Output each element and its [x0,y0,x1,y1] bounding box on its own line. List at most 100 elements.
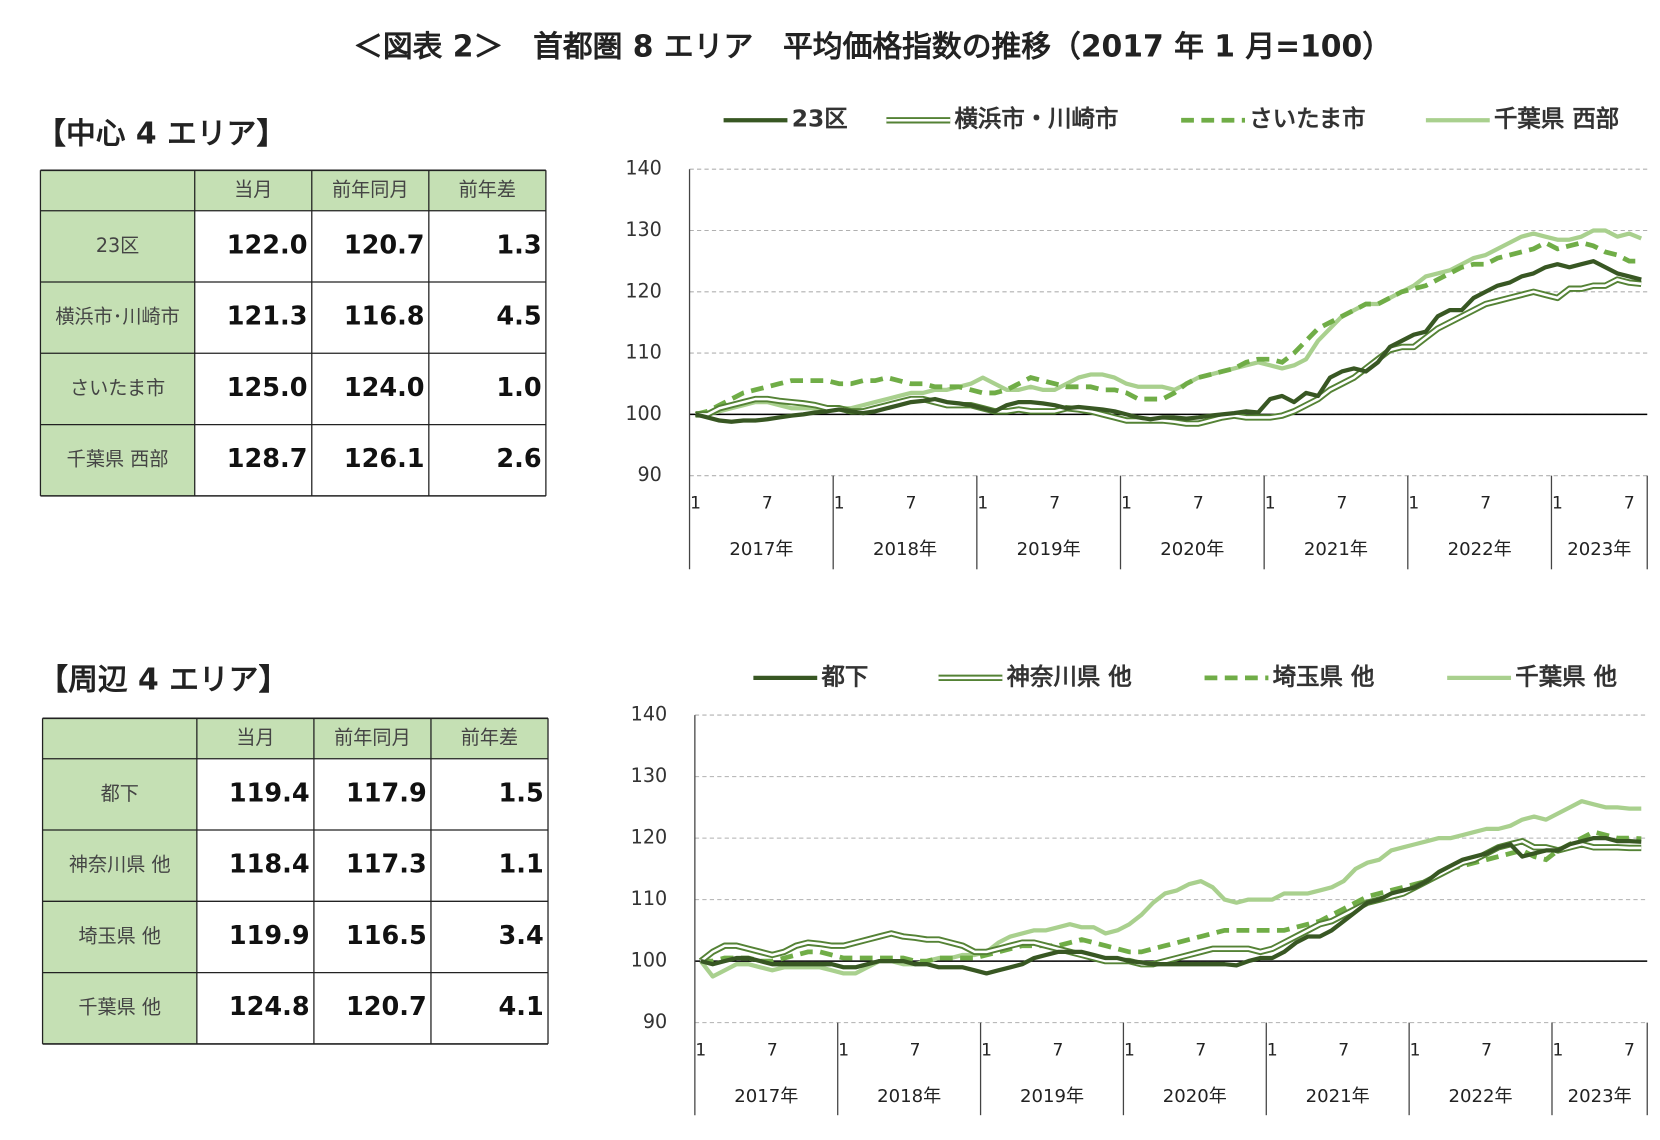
year-label: 2019年 [1020,1086,1084,1107]
x-tick-label: 7 [1337,493,1348,513]
year-label: 2019年 [1017,539,1081,560]
table-column-header: 当月 [236,726,274,749]
x-tick-label: 7 [1338,1040,1349,1060]
x-tick-label: 1 [1552,493,1563,513]
x-tick-label: 7 [910,1040,921,1060]
x-tick-label: 7 [1053,1040,1064,1060]
x-tick-label: 7 [762,493,773,513]
y-tick-label: 120 [631,826,668,849]
x-tick-label: 7 [1193,493,1204,513]
line [695,228,1643,417]
x-tick-label: 1 [981,1040,992,1060]
legend-label: 千葉県 西部 [1494,105,1619,133]
line [699,799,1642,979]
table-cell: 1.1 [499,850,544,880]
y-tick-label: 100 [631,949,668,972]
line-inner [695,278,1642,425]
table-rowhead-bg [42,718,197,1044]
table-cell: 116.5 [346,921,427,951]
table-cell: 2.6 [496,444,541,474]
x-tick-label: 7 [1195,1040,1206,1060]
year-label: 2018年 [877,1086,941,1107]
table-column-header: 前年差 [461,726,518,749]
table-row-header: さいたま市 [70,376,165,399]
line-inner [700,839,1642,966]
year-label: 2023年 [1567,539,1631,560]
y-tick-label: 130 [625,218,662,241]
x-tick-label: 1 [834,493,845,513]
table-cell: 117.3 [346,850,427,880]
x-tick-label: 7 [1624,493,1635,513]
x-tick-label: 1 [1267,1040,1278,1060]
table-column-header: 前年同月 [334,726,411,749]
table-cell: 1.5 [499,778,544,808]
line [695,259,1642,424]
table-cell: 118.4 [229,850,310,880]
line [694,240,1642,417]
x-tick-label: 1 [695,1040,706,1060]
figure-title: ＜図表 2＞ 首都圏 8 エリア 平均価格指数の推移（2017 年 1 月=10… [353,29,1392,64]
legend-label: 横浜市・川崎市 [955,105,1119,133]
year-label: 2021年 [1304,539,1368,560]
y-tick-label: 130 [631,764,668,787]
table-cell: 119.4 [229,778,310,808]
legend-label: 23区 [792,105,848,133]
table-cell: 128.7 [227,444,308,474]
year-label: 2020年 [1160,539,1224,560]
y-tick-label: 140 [631,703,668,726]
table-cell: 3.4 [499,921,544,951]
legend-label: 都下 [820,662,868,690]
table-cell: 125.0 [227,373,308,403]
table-column-header: 当月 [234,178,272,201]
table-row-header: 千葉県 西部 [67,448,169,471]
table-cell: 1.0 [496,373,541,403]
x-tick-label: 1 [1265,493,1276,513]
section-heading: 【中心 4 エリア】 [36,117,286,152]
x-tick-label: 1 [838,1040,849,1060]
year-label: 2018年 [873,539,937,560]
year-label: 2017年 [729,539,793,560]
x-tick-label: 1 [1124,1040,1135,1060]
year-label: 2023年 [1568,1086,1632,1107]
table-cell: 116.8 [344,302,425,332]
x-tick-label: 7 [1624,1040,1635,1060]
x-tick-label: 7 [1480,493,1491,513]
table-cell: 124.8 [229,992,310,1022]
legend-label: 神奈川県 他 [1007,662,1132,690]
x-tick-label: 7 [906,493,917,513]
table-cell: 4.1 [499,992,544,1022]
y-tick-label: 110 [631,887,668,910]
table-column-header: 前年差 [459,178,516,201]
table-rowhead-bg [40,170,195,496]
year-label: 2021年 [1306,1086,1370,1107]
year-label: 2022年 [1449,1086,1513,1107]
y-tick-label: 100 [625,402,662,425]
section-heading: 【周辺 4 エリア】 [38,663,288,698]
table-cell: 126.1 [344,444,425,474]
table-cell: 1.3 [496,230,541,260]
legend-label: 千葉県 他 [1515,662,1617,690]
year-label: 2017年 [734,1086,798,1107]
table-cell: 122.0 [227,230,308,260]
table-cell: 119.9 [229,921,310,951]
table-row-header: 埼玉県 他 [78,924,161,947]
table-column-header: 前年同月 [332,178,409,201]
x-tick-label: 7 [1049,493,1060,513]
line [700,835,1642,976]
x-tick-label: 1 [1553,1040,1564,1060]
table-cell: 124.0 [344,373,425,403]
table-row-header: 23区 [96,234,139,257]
table-row-header: 神奈川県 他 [69,853,171,876]
y-tick-label: 90 [638,463,662,486]
table-cell: 4.5 [496,302,541,332]
y-tick-label: 140 [625,157,662,180]
x-tick-label: 1 [1121,493,1132,513]
table-row-header: 横浜市･川崎市 [55,305,179,328]
x-tick-label: 7 [1481,1040,1492,1060]
line [700,829,1642,964]
year-label: 2022年 [1448,539,1512,560]
table-cell: 120.7 [346,992,427,1022]
y-tick-label: 110 [625,341,662,364]
x-tick-label: 1 [1408,493,1419,513]
